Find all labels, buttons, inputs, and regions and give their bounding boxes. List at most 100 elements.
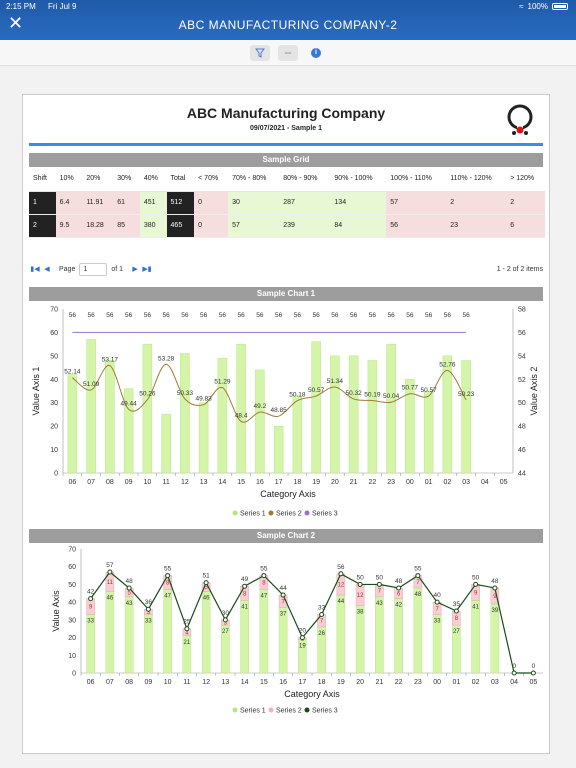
series-2-data-label: 50.77	[402, 385, 419, 392]
series-3-point	[242, 583, 248, 589]
grid-cell: 85	[113, 214, 140, 238]
x-tick-label: 23	[414, 679, 422, 686]
grid-cell: 451	[139, 191, 167, 215]
series-3-data-label: 56	[256, 312, 264, 319]
y-tick-label: 30	[50, 400, 58, 407]
bar-series-1	[161, 414, 171, 474]
series-2-data-label: 51.34	[327, 378, 344, 385]
collapse-button[interactable]	[278, 44, 298, 61]
series-3-data-label: 56	[106, 312, 114, 319]
series-2-data-label: 50.33	[177, 390, 194, 397]
y2-axis-title: Value Axis 2	[529, 367, 539, 416]
series-3-data-label: 56	[369, 312, 377, 319]
series-3-point	[396, 585, 402, 591]
grid-header-cell[interactable]: Shift	[29, 167, 56, 192]
bar-series-1	[123, 388, 134, 474]
grid-header-cell[interactable]: 80% - 90%	[279, 167, 331, 192]
series-3-data-label: 57	[106, 562, 114, 569]
x-tick-label: 08	[125, 679, 133, 686]
series-2-data-label: 12	[357, 593, 364, 599]
table-row[interactable]: 1 6.4 11.91 61 451 512 0 30 287 134 57 2 2	[29, 191, 545, 215]
page-input[interactable]: 1	[79, 262, 108, 276]
bar-series-1	[105, 591, 115, 674]
x-tick-label: 05	[500, 479, 508, 486]
grid-cell: 9.5	[55, 214, 83, 238]
legend-label: Series 1	[240, 511, 266, 518]
bar-series-1	[490, 603, 500, 674]
wifi-icon: ≈	[519, 2, 524, 11]
series-1-data-label: 47	[261, 594, 268, 600]
x-tick-label: 09	[125, 479, 133, 486]
series-3-data-label: 56	[238, 312, 246, 319]
battery-icon	[552, 3, 568, 10]
y-tick-label: 40	[68, 600, 76, 607]
x-tick-label: 18	[318, 679, 326, 686]
series-3-point	[453, 608, 459, 614]
grid-header-cell[interactable]: < 70%	[194, 167, 229, 192]
series-2-data-label: 50.26	[139, 391, 156, 398]
series-3-point	[88, 596, 94, 602]
close-icon[interactable]: ✕	[8, 13, 24, 33]
series-3-data-label: 50	[357, 574, 365, 581]
bar-series-1	[330, 355, 340, 474]
series-1-data-label: 46	[107, 596, 114, 602]
series-2-data-label: 50.23	[458, 391, 475, 398]
series-3-data-label: 33	[318, 605, 326, 612]
series-2-data-label: 12	[338, 582, 345, 588]
x-tick-label: 16	[279, 679, 287, 686]
y-tick-label: 0	[72, 671, 76, 678]
series-1-data-label: 33	[87, 619, 94, 625]
x-tick-label: 19	[312, 479, 320, 486]
series-3-data-label: 48	[126, 578, 134, 585]
bar-series-1	[201, 591, 211, 674]
grid-cell: 287	[279, 191, 331, 215]
grid-header-cell[interactable]: 40%	[139, 167, 167, 192]
grid-header-cell[interactable]: 10%	[55, 167, 83, 192]
first-page-icon[interactable]: ▮◀	[30, 266, 40, 273]
series-3-data-label: 25	[183, 619, 191, 626]
grid-pager: ▮◀ ◀ Page 1 of 1 ▶ ▶▮ 1 - 2 of 2 items	[29, 261, 543, 277]
legend-label: Series 1	[240, 708, 266, 715]
grid-title: Sample Grid	[29, 153, 543, 167]
grid-header-cell[interactable]: 70% - 80%	[228, 167, 280, 192]
series-3-data-label: 44	[280, 585, 288, 592]
grid-header-cell[interactable]: 110% - 120%	[446, 167, 507, 192]
table-row[interactable]: 2 9.5 18.28 85 380 465 0 57 239 84 56 23 6	[29, 214, 545, 238]
prev-page-icon[interactable]: ◀	[44, 266, 50, 273]
filter-button[interactable]	[250, 44, 270, 61]
x-tick-label: 02	[443, 479, 451, 486]
series-3-data-label: 56	[388, 312, 396, 319]
bar-series-1	[471, 600, 480, 674]
grid-header-cell[interactable]: Total	[166, 167, 195, 192]
series-1-data-label: 37	[280, 611, 287, 617]
grid-header-cell[interactable]: 90% - 100%	[330, 167, 387, 192]
info-button[interactable]: i	[306, 45, 326, 61]
next-page-icon[interactable]: ▶	[132, 266, 138, 273]
x-tick-label: 17	[298, 679, 306, 686]
grid-cell: 2	[29, 214, 56, 238]
series-1-data-label: 26	[318, 631, 325, 637]
bar-series-1	[259, 589, 269, 674]
app-title: ABC MANUFACTURING COMPANY-2	[178, 18, 398, 32]
last-page-icon[interactable]: ▶▮	[142, 266, 152, 273]
series-3-data-label: 56	[313, 312, 321, 319]
x-tick-label: 10	[164, 679, 172, 686]
series-3-data-label: 30	[222, 610, 230, 617]
grid-header-cell[interactable]: 20%	[82, 167, 114, 192]
x-tick-label: 11	[162, 479, 169, 486]
series-3-point	[415, 573, 421, 579]
grid-header-cell[interactable]: 100% - 110%	[386, 167, 447, 192]
bar-series-1	[198, 402, 209, 474]
legend-marker	[268, 707, 274, 713]
series-1-data-label: 46	[203, 596, 210, 602]
series-3-point	[434, 599, 440, 605]
grid-header-cell[interactable]: 30%	[113, 167, 140, 192]
bar-series-1	[355, 605, 365, 674]
series-3-data-label: 20	[299, 628, 307, 635]
x-tick-label: 04	[481, 479, 489, 486]
series-1-data-label: 21	[184, 640, 191, 646]
grid-header-cell[interactable]: > 120%	[506, 167, 545, 192]
bar-series-1	[142, 343, 153, 474]
grid-cell: 11.91	[82, 191, 114, 215]
